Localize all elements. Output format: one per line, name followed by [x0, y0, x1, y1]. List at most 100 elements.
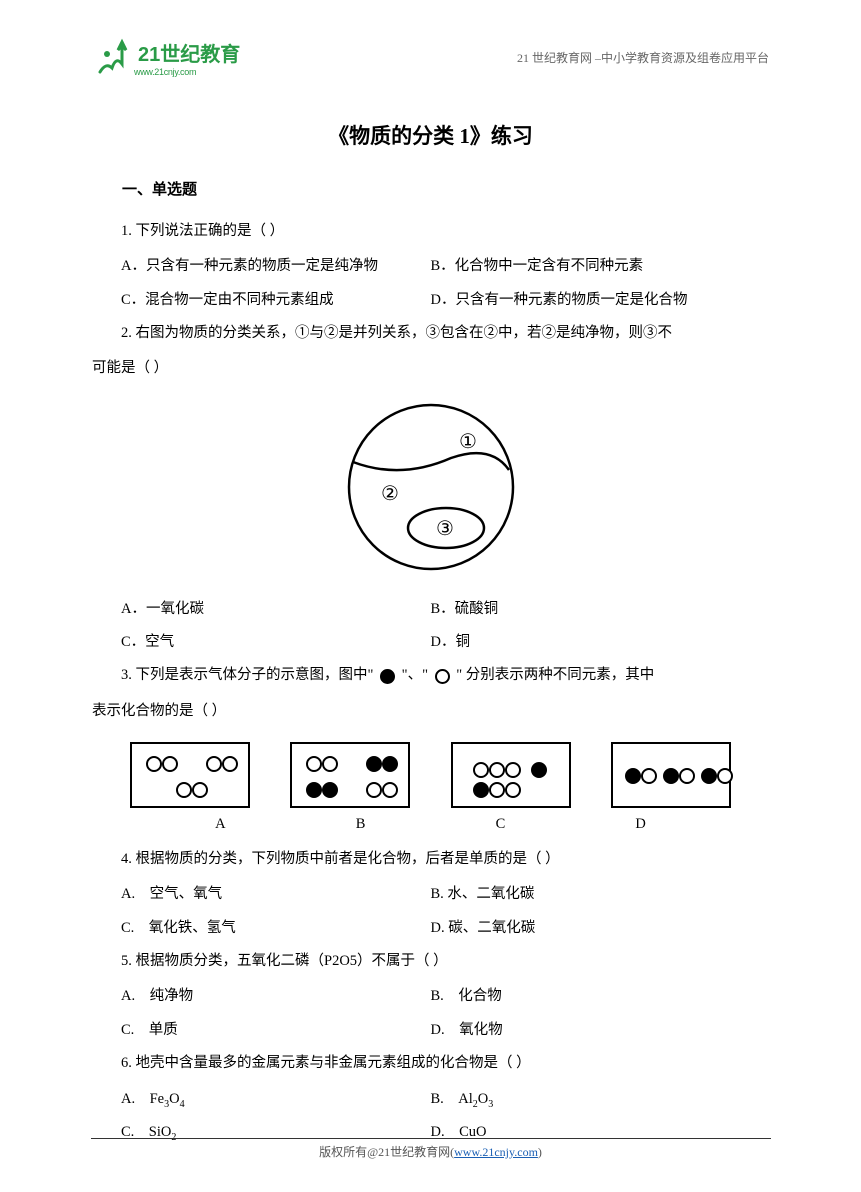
q3-label-D: D — [635, 816, 645, 833]
molecule-circle — [473, 782, 489, 798]
molecule-circle — [505, 782, 521, 798]
q4-B: B. 水、二氧化碳 — [431, 878, 770, 911]
molecule-circle — [505, 762, 521, 778]
q2-text1: 2. 右图为物质的分类关系，①与②是并列关系，③包含在②中，若②是纯净物，则③不 — [92, 317, 769, 350]
logo-text-wrap: 21世纪教育 www.21cnjy.com — [134, 38, 240, 77]
q5-D: D. 氧化物 — [431, 1014, 770, 1047]
molecule-circle — [322, 782, 338, 798]
footer-line — [91, 1138, 771, 1139]
footer-post: ) — [538, 1145, 542, 1159]
molecule-circle — [222, 756, 238, 772]
q2-row2: C．空气 D．铜 — [92, 626, 769, 659]
molecule-circle — [489, 782, 505, 798]
q4-A: A. 空气、氧气 — [92, 878, 431, 911]
q3-labels: A B C D — [92, 816, 769, 833]
q6-B-s2: 3 — [488, 1098, 493, 1109]
molecule-circle — [382, 756, 398, 772]
q2-B: B．硫酸铜 — [431, 593, 770, 626]
q4-row1: A. 空气、氧气 B. 水、二氧化碳 — [92, 878, 769, 911]
q2-A: A．一氧化碳 — [92, 593, 431, 626]
molecule-circle — [146, 756, 162, 772]
molecule-circle — [473, 762, 489, 778]
q1-D: D．只含有一种元素的物质一定是化合物 — [431, 284, 770, 317]
main-content: 《物质的分类 1》练习 一、单选题 1. 下列说法正确的是（ ） A．只含有一种… — [92, 120, 769, 1149]
q3-box-D — [611, 742, 731, 808]
q2-row1: A．一氧化碳 B．硫酸铜 — [92, 593, 769, 626]
q3-box-B — [290, 742, 410, 808]
q6-B: B. Al2O3 — [431, 1083, 770, 1116]
molecule-circle — [176, 782, 192, 798]
q1-A: A．只含有一种元素的物质一定是纯净物 — [92, 250, 431, 283]
q1-B: B．化合物中一定含有不同种元素 — [431, 250, 770, 283]
molecule-circle — [641, 768, 657, 784]
footer-link[interactable]: www.21cnjy.com — [454, 1145, 538, 1159]
q5-row1: A. 纯净物 B. 化合物 — [92, 980, 769, 1013]
molecule-circle — [663, 768, 679, 784]
q4-row2: C. 氧化铁、氢气 D. 碳、二氧化碳 — [92, 912, 769, 945]
molecule-circle — [531, 762, 547, 778]
section-header: 一、单选题 — [92, 178, 769, 199]
q2-text2: 可能是（ ） — [92, 352, 769, 385]
q2-C: C．空气 — [92, 626, 431, 659]
q1-row1: A．只含有一种元素的物质一定是纯净物 B．化合物中一定含有不同种元素 — [92, 250, 769, 283]
molecule-circle — [322, 756, 338, 772]
q6-A: A. Fe3O4 — [92, 1083, 431, 1116]
molecule-circle — [366, 756, 382, 772]
doc-title: 《物质的分类 1》练习 — [92, 120, 769, 150]
q1-row2: C．混合物一定由不同种元素组成 D．只含有一种元素的物质一定是化合物 — [92, 284, 769, 317]
molecule-circle — [679, 768, 695, 784]
q6-A-s2: 4 — [180, 1098, 185, 1109]
q4-C: C. 氧化铁、氢气 — [92, 912, 431, 945]
svg-text:③: ③ — [436, 518, 454, 540]
q1-C: C．混合物一定由不同种元素组成 — [92, 284, 431, 317]
page-header: 21世纪教育 www.21cnjy.com 21 世纪教育网 –中小学教育资源及… — [0, 32, 861, 82]
molecule-circle — [625, 768, 641, 784]
q3-box-C — [451, 742, 571, 808]
svg-text:①: ① — [459, 431, 477, 453]
molecule-circle — [192, 782, 208, 798]
q3-t1: 3. 下列是表示气体分子的示意图，图中" — [121, 667, 377, 683]
q4-text: 4. 根据物质的分类，下列物质中前者是化合物，后者是单质的是（ ） — [92, 843, 769, 876]
molecule-circle — [206, 756, 222, 772]
logo-text-sub: www.21cnjy.com — [134, 67, 240, 77]
q3-label-A: A — [215, 816, 225, 833]
empty-circle-icon — [435, 669, 450, 684]
q6-row1: A. Fe3O4 B. Al2O3 — [92, 1083, 769, 1116]
svg-text:②: ② — [381, 483, 399, 505]
q5-A: A. 纯净物 — [92, 980, 431, 1013]
molecule-circle — [366, 782, 382, 798]
footer-pre: 版权所有@21世纪教育网( — [319, 1145, 454, 1159]
q6-A-mid: O — [169, 1091, 179, 1107]
logo-icon — [92, 36, 134, 78]
q4-D: D. 碳、二氧化碳 — [431, 912, 770, 945]
q3-t3: " 分别表示两种不同元素，其中 — [453, 667, 655, 683]
q5-C: C. 单质 — [92, 1014, 431, 1047]
q2-diagram: ① ② ③ — [92, 400, 769, 575]
q3-diagrams — [92, 742, 769, 808]
molecule-circle — [162, 756, 178, 772]
q1-text: 1. 下列说法正确的是（ ） — [92, 215, 769, 248]
molecule-circle — [701, 768, 717, 784]
q6-text: 6. 地壳中含量最多的金属元素与非金属元素组成的化合物是（ ） — [92, 1047, 769, 1080]
molecule-circle — [382, 782, 398, 798]
q3-label-C: C — [496, 816, 506, 833]
filled-circle-icon — [380, 669, 395, 684]
molecule-circle — [489, 762, 505, 778]
q3-box-A — [130, 742, 250, 808]
q5-row2: C. 单质 D. 氧化物 — [92, 1014, 769, 1047]
q3-text: 3. 下列是表示气体分子的示意图，图中" "、" " 分别表示两种不同元素，其中 — [92, 659, 769, 692]
q2-D: D．铜 — [431, 626, 770, 659]
q3-t2: "、" — [398, 667, 432, 683]
logo-text-main: 21世纪教育 — [138, 38, 240, 67]
header-right-text: 21 世纪教育网 –中小学教育资源及组卷应用平台 — [517, 49, 769, 66]
q3-label-B: B — [356, 816, 366, 833]
q3-text4: 表示化合物的是（ ） — [92, 695, 769, 728]
logo: 21世纪教育 www.21cnjy.com — [92, 36, 240, 78]
molecule-circle — [717, 768, 733, 784]
molecule-circle — [306, 756, 322, 772]
q6-B-pre: B. Al — [431, 1091, 473, 1107]
page-footer: 版权所有@21世纪教育网(www.21cnjy.com) — [0, 1138, 861, 1160]
q6-A-pre: A. Fe — [121, 1091, 164, 1107]
q5-B: B. 化合物 — [431, 980, 770, 1013]
molecule-circle — [306, 782, 322, 798]
